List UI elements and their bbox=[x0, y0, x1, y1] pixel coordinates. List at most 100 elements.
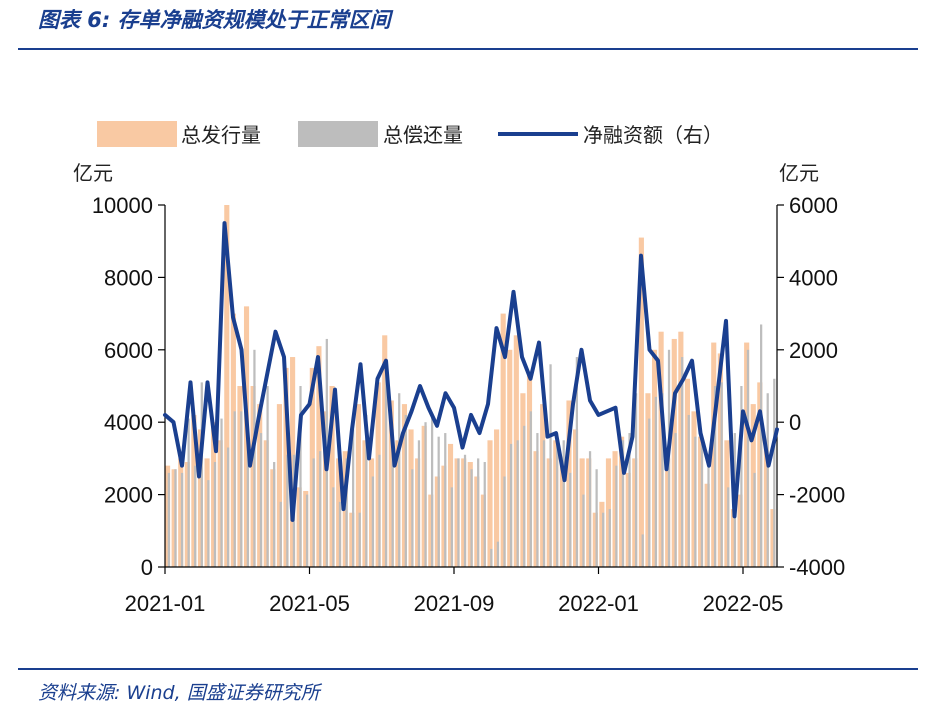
issue-bar bbox=[698, 436, 704, 567]
repay-bar bbox=[490, 548, 493, 567]
repay-bar bbox=[523, 425, 526, 567]
issue-bar bbox=[651, 349, 658, 567]
right-tick-label: 4000 bbox=[789, 265, 838, 290]
repay-bar bbox=[345, 458, 348, 567]
repay-bar bbox=[713, 386, 717, 567]
issue-bar bbox=[237, 386, 243, 567]
issue-bar bbox=[546, 458, 552, 567]
legend-label-repay: 总偿还量 bbox=[383, 123, 463, 147]
issue-bar bbox=[573, 429, 579, 567]
repay-bar bbox=[608, 509, 611, 567]
issue-bar bbox=[579, 458, 585, 567]
repay-bar bbox=[167, 472, 170, 567]
repay-bar bbox=[746, 349, 750, 567]
repay-bar bbox=[259, 433, 263, 567]
repay-bar bbox=[588, 451, 592, 567]
repay-bar bbox=[661, 393, 664, 567]
issue-bar bbox=[270, 469, 276, 567]
issue-bar bbox=[599, 501, 605, 567]
x-tick-label: 2021-05 bbox=[269, 591, 350, 616]
repay-bar bbox=[536, 433, 539, 567]
repay-bar bbox=[450, 487, 453, 567]
issue-bar bbox=[290, 357, 296, 567]
issue-bar bbox=[605, 458, 612, 567]
repay-bar bbox=[240, 411, 243, 567]
issue-bar bbox=[165, 465, 171, 567]
issue-bar bbox=[750, 404, 756, 567]
issue-bar bbox=[480, 494, 486, 567]
issue-bar bbox=[211, 422, 217, 567]
issue-bar bbox=[467, 462, 473, 567]
repay-bar bbox=[213, 462, 217, 567]
repay-bar bbox=[404, 414, 407, 567]
issue-bar bbox=[263, 440, 269, 567]
repay-bar bbox=[174, 469, 177, 567]
issue-bar bbox=[395, 440, 401, 567]
repay-bar bbox=[674, 433, 677, 567]
issue-bar bbox=[447, 443, 454, 567]
repay-bar bbox=[365, 414, 368, 567]
issue-bar bbox=[757, 382, 763, 567]
issue-bar bbox=[513, 335, 519, 567]
figure-title: 图表 6: 存单净融资规模处于正常区间 bbox=[38, 8, 391, 32]
issue-bar bbox=[612, 451, 618, 567]
issue-bar bbox=[730, 509, 737, 567]
issue-bar bbox=[184, 462, 190, 567]
repay-bar bbox=[549, 364, 552, 567]
issue-bar bbox=[645, 393, 651, 567]
issue-bar bbox=[763, 440, 769, 567]
repay-bar bbox=[582, 494, 585, 567]
issue-bar bbox=[171, 469, 177, 567]
repay-bar bbox=[305, 494, 309, 567]
repay-bars bbox=[167, 324, 776, 567]
issue-bar bbox=[276, 404, 282, 567]
net-financing-polyline bbox=[163, 221, 779, 522]
repay-bar bbox=[279, 501, 282, 567]
repay-bar bbox=[371, 476, 374, 567]
repay-bar bbox=[720, 382, 723, 567]
repay-bar bbox=[398, 393, 401, 567]
source-note: 资料来源: Wind, 国盛证券研究所 bbox=[38, 682, 320, 704]
repay-bar bbox=[207, 480, 210, 567]
right-tick-label: 0 bbox=[789, 410, 801, 435]
repay-bar bbox=[529, 411, 532, 567]
issue-bar bbox=[770, 509, 776, 567]
tick-labels: 10000 8000 6000 4000 2000 0 6000 4000 2000 0 -2000… bbox=[92, 193, 845, 616]
repay-bar bbox=[444, 433, 447, 567]
issue-bar bbox=[671, 338, 677, 567]
issue-bar bbox=[362, 440, 368, 567]
repay-bar bbox=[654, 396, 657, 567]
repay-bar bbox=[463, 454, 467, 567]
repay-bar bbox=[707, 465, 710, 567]
repay-bar bbox=[575, 357, 578, 567]
repay-bar bbox=[700, 443, 704, 567]
repay-bar bbox=[628, 433, 631, 567]
issue-bar bbox=[474, 476, 480, 567]
net-financing-line bbox=[163, 221, 779, 522]
issue-bar bbox=[250, 386, 256, 567]
issue-bars bbox=[165, 205, 776, 567]
issue-bar bbox=[737, 494, 743, 567]
issue-bar bbox=[401, 404, 408, 567]
issue-bar bbox=[494, 429, 500, 567]
repay-bar bbox=[516, 440, 519, 567]
issue-bar bbox=[441, 465, 447, 567]
issue-bar bbox=[382, 335, 388, 567]
repay-bar bbox=[496, 541, 500, 567]
repay-bar bbox=[352, 429, 355, 567]
issue-bar bbox=[322, 411, 329, 567]
issue-bar bbox=[369, 458, 375, 567]
issue-bar bbox=[421, 425, 427, 567]
issue-bar bbox=[257, 404, 263, 567]
issue-bar bbox=[553, 440, 559, 567]
repay-bar bbox=[220, 418, 223, 567]
repay-bar bbox=[542, 440, 546, 567]
repay-bar bbox=[246, 440, 249, 567]
left-tick-label: 10000 bbox=[92, 193, 153, 218]
repay-bar bbox=[621, 440, 625, 567]
issue-bar bbox=[388, 400, 394, 567]
repay-bar bbox=[358, 512, 361, 567]
issue-bar bbox=[717, 353, 723, 567]
repay-bar bbox=[312, 458, 315, 567]
